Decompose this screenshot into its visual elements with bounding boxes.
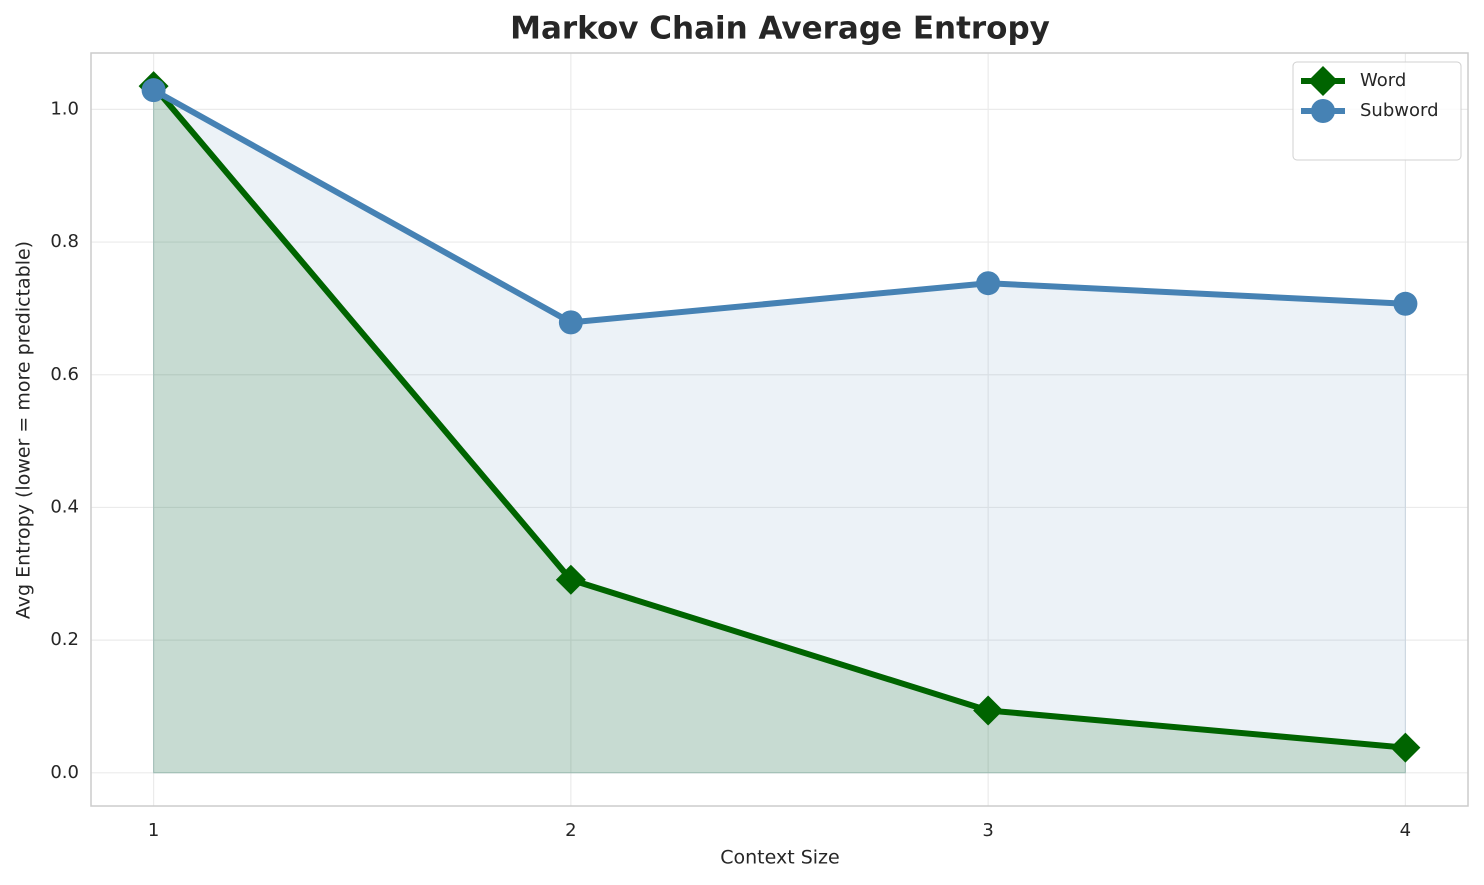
marker: [1311, 99, 1335, 123]
y-tick-label: 1.0: [50, 98, 79, 119]
legend: Word Subword: [1292, 61, 1462, 161]
marker: [555, 564, 586, 595]
chart-title: Markov Chain Average Entropy: [510, 11, 1050, 47]
legend-label: Subword: [1360, 100, 1439, 121]
x-axis-label: Context Size: [720, 847, 839, 869]
line: [152, 87, 1406, 326]
marker: [141, 78, 166, 103]
x-tick-label: 3: [982, 820, 993, 841]
marker: [1390, 732, 1421, 763]
marker: [1393, 291, 1418, 316]
x-tick-label: 4: [1400, 820, 1411, 841]
plot-frame: [90, 52, 1469, 807]
marker: [976, 271, 1001, 296]
marker: [973, 695, 1004, 726]
legend-box: [1292, 61, 1462, 161]
marker: [1308, 66, 1338, 96]
y-tick-label: 0.8: [50, 231, 79, 252]
y-tick-label: 0.0: [50, 762, 79, 783]
line: [151, 84, 1406, 751]
y-tick-label: 0.6: [50, 364, 79, 385]
y-tick-label: 0.2: [50, 629, 79, 650]
y-tick-label: 0.4: [50, 496, 79, 517]
y-axis-label: Avg Entropy (lower = more predictable): [13, 241, 35, 619]
legend-label: Word: [1360, 70, 1406, 91]
x-tick-label: 1: [148, 820, 159, 841]
x-tick-label: 2: [565, 820, 576, 841]
marker: [558, 310, 583, 335]
